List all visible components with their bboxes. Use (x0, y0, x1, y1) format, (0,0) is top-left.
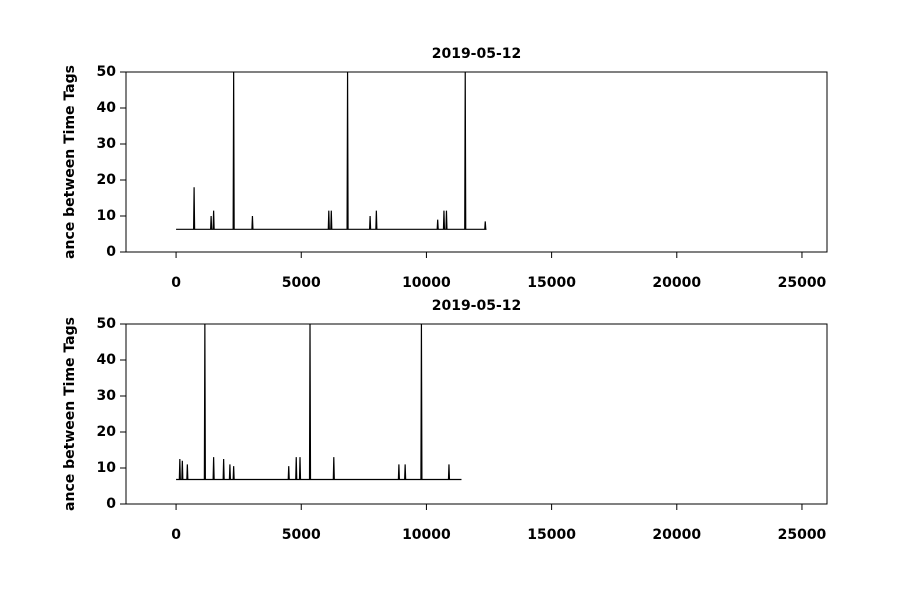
x-tick-label: 10000 (402, 527, 451, 543)
y-tick-label: 0 (106, 244, 116, 260)
axes-frame (125, 71, 828, 253)
y-tick-label: 30 (97, 388, 117, 404)
x-tick-label: 25000 (778, 527, 827, 543)
y-axis-label: ance between Time Tags (62, 65, 78, 259)
y-tick-label: 0 (106, 496, 116, 512)
x-tick-label: 0 (171, 527, 181, 543)
data-line (176, 323, 462, 481)
x-tick-label: 5000 (282, 275, 321, 291)
y-axis-label: ance between Time Tags (62, 317, 78, 511)
y-tick-label: 30 (97, 136, 117, 152)
data-line (176, 71, 487, 230)
x-tick-label: 5000 (282, 527, 321, 543)
y-tick-label: 20 (97, 424, 117, 440)
x-tick-label: 20000 (652, 527, 701, 543)
x-tick-label: 10000 (402, 275, 451, 291)
y-tick-label: 10 (97, 460, 117, 476)
x-tick-label: 0 (171, 275, 181, 291)
y-tick-label: 50 (97, 64, 117, 80)
y-tick-label: 50 (97, 316, 117, 332)
y-tick-label: 40 (97, 352, 117, 368)
x-tick-label: 20000 (652, 275, 701, 291)
axes-frame (125, 323, 828, 505)
x-tick-label: 25000 (778, 275, 827, 291)
x-tick-label: 15000 (527, 527, 576, 543)
y-tick-label: 10 (97, 208, 117, 224)
chart-title: 2019-05-12 (432, 46, 522, 62)
y-tick-label: 20 (97, 172, 117, 188)
chart-title: 2019-05-12 (432, 298, 522, 314)
y-tick-label: 40 (97, 100, 117, 116)
x-tick-label: 15000 (527, 275, 576, 291)
